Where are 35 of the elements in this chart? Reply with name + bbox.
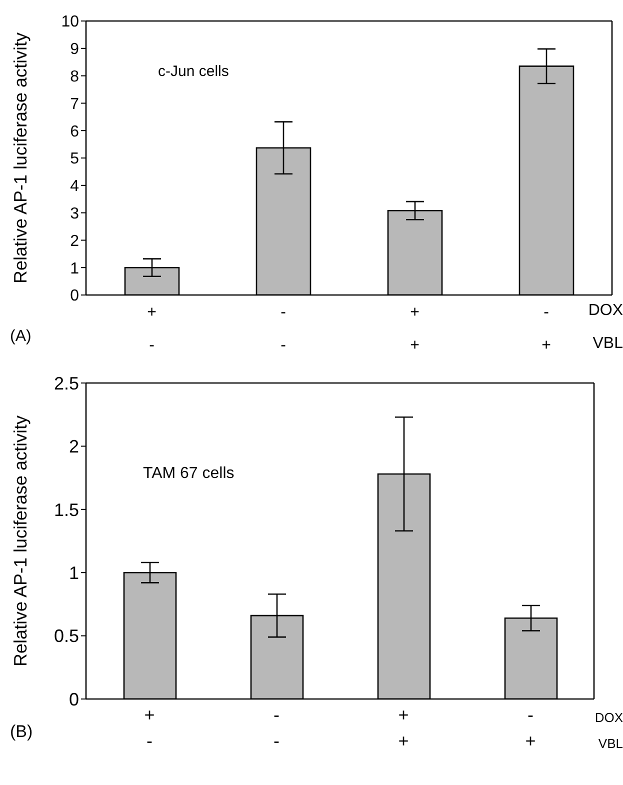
y-tick-label: 5	[70, 150, 80, 168]
text: VBL	[598, 736, 623, 751]
y-tick-label: 7	[70, 96, 80, 113]
x-tick-label: + +	[410, 304, 420, 354]
y-tick-label: 2	[70, 232, 80, 250]
x-tick-label: - +	[525, 705, 536, 751]
y-tick-label: 0.5	[54, 626, 79, 646]
y-tick-label: 9	[70, 41, 80, 58]
y-axis-title: Relative AP-1 luciferase activity	[10, 32, 30, 284]
y-tick-label: 10	[61, 14, 80, 31]
annotation: TAM 67 cells	[143, 465, 234, 483]
x-tick-label: + -	[144, 705, 155, 751]
annotation: c-Jun cells	[158, 63, 229, 80]
y-axis-title: Relative AP-1 luciferase activity	[10, 415, 30, 667]
y-tick-label: 0	[70, 288, 80, 305]
y-tick-label: 4	[70, 178, 80, 196]
text: DOX	[588, 302, 623, 320]
y-tick-label: 1	[70, 260, 80, 278]
x-tick-label: + +	[398, 705, 409, 751]
y-tick-label: 6	[70, 123, 80, 140]
y-tick-label: 0	[68, 689, 79, 710]
y-tick-label: 1.5	[54, 500, 79, 520]
text: DOX	[594, 710, 623, 725]
x-tick-label: - -	[274, 705, 280, 751]
text: (A)	[10, 328, 32, 346]
text: (B)	[10, 722, 33, 742]
y-tick-label: 8	[70, 68, 80, 86]
y-tick-label: 2	[68, 436, 79, 457]
y-tick-label: 2.5	[54, 373, 79, 394]
text: VBL	[592, 335, 623, 353]
x-tick-label: - +	[542, 304, 551, 354]
y-tick-label: 1	[68, 562, 79, 583]
x-tick-label: + -	[147, 304, 156, 354]
x-tick-label: - -	[280, 304, 286, 354]
y-tick-label: 3	[70, 205, 80, 222]
